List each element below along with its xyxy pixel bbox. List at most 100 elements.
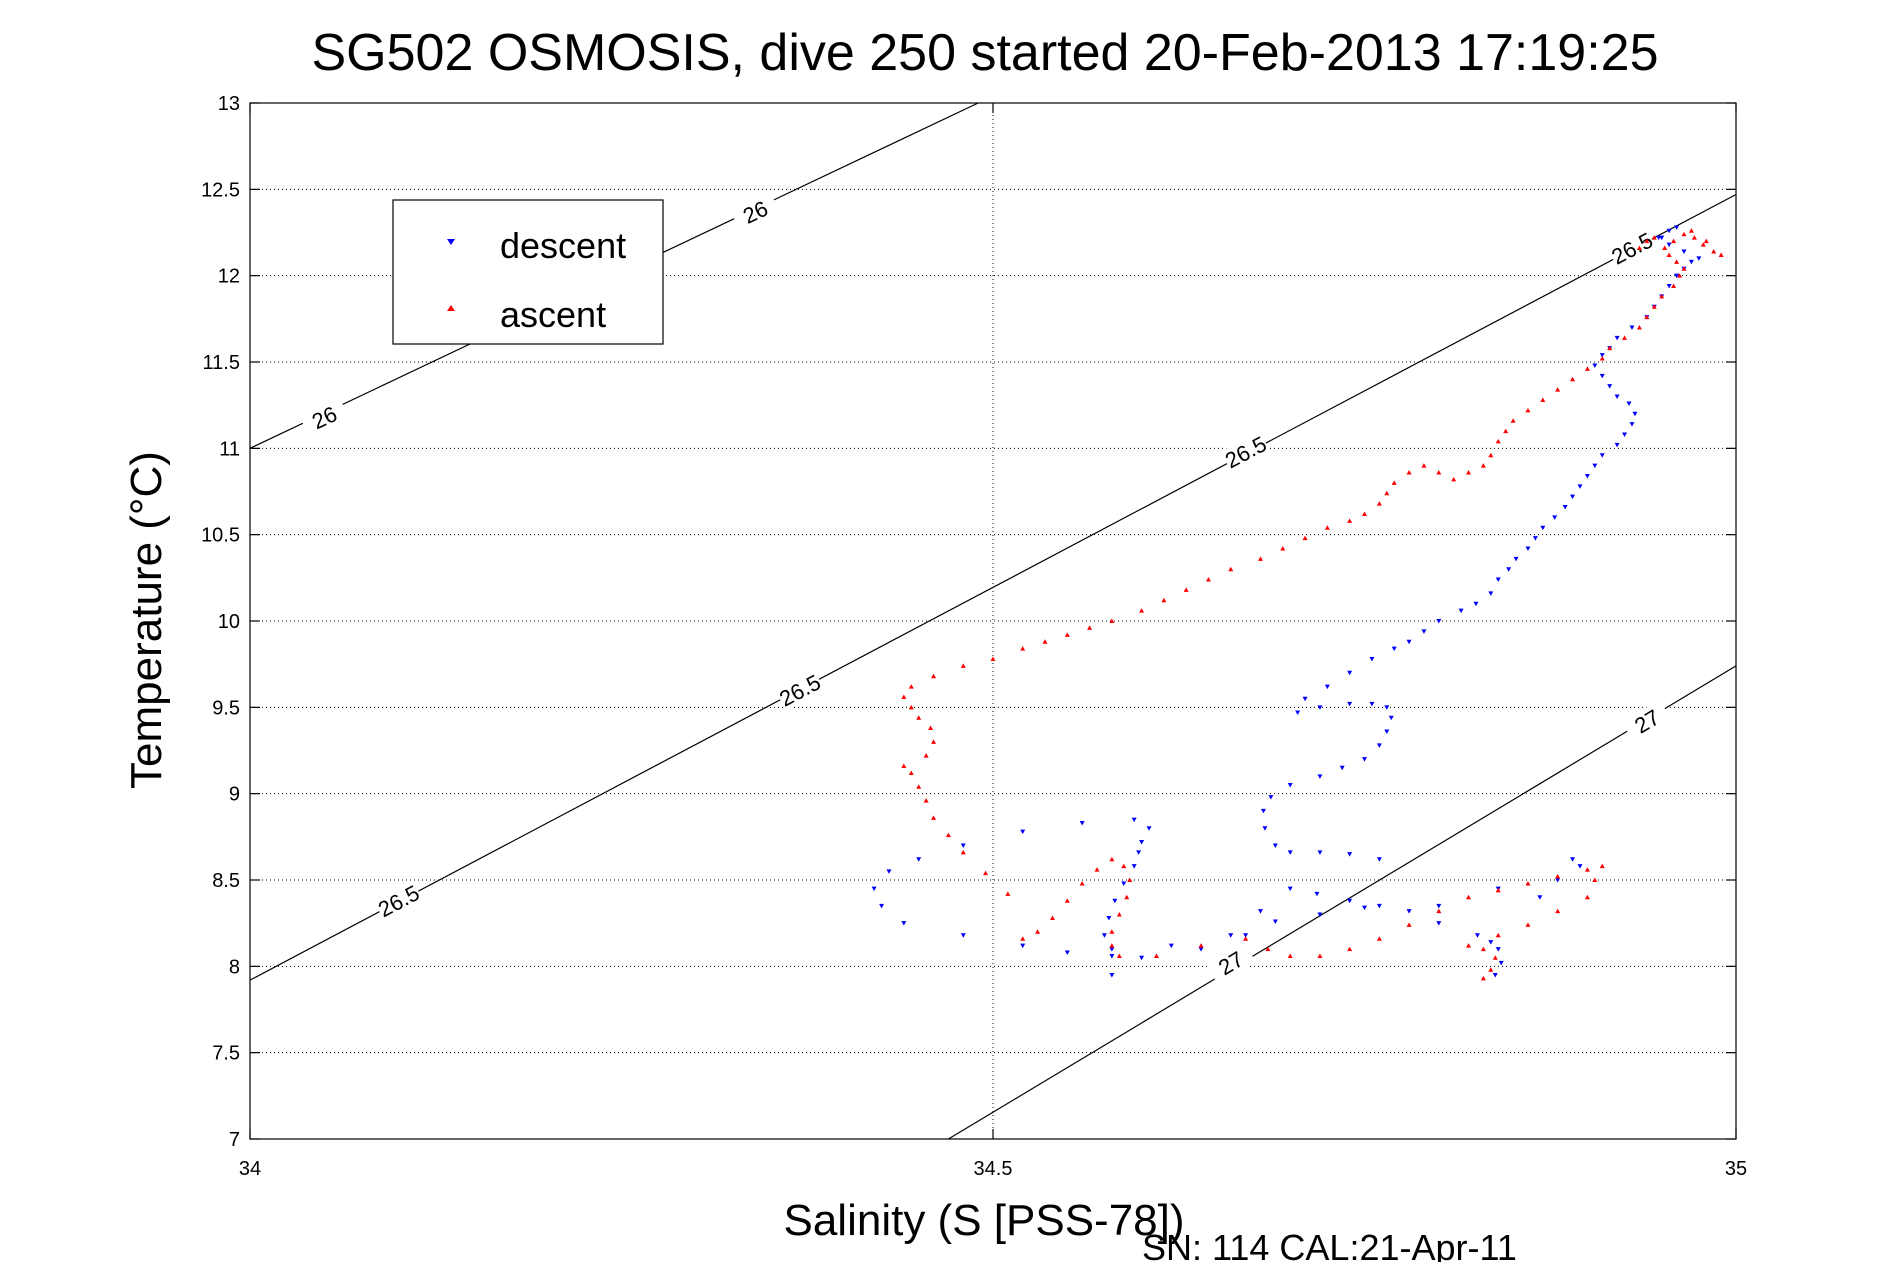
descent-point	[1506, 567, 1512, 572]
ascent-point	[1555, 908, 1561, 914]
descent-point	[1666, 228, 1672, 234]
ascent-point	[1700, 242, 1706, 247]
descent-point	[1488, 940, 1494, 945]
ascent-point	[1347, 946, 1353, 952]
descent-point	[1674, 273, 1680, 279]
chart-title: SG502 OSMOSIS, dive 250 started 20-Feb-2…	[311, 24, 1658, 82]
y-tick-label: 12.5	[201, 179, 240, 201]
ascent-point	[1659, 293, 1665, 299]
descent-point	[1339, 765, 1345, 771]
ascent-point	[1599, 863, 1605, 869]
ascent-point	[1324, 525, 1330, 530]
isopycnal-label-bg	[1606, 227, 1658, 269]
descent-point	[1020, 943, 1026, 949]
ascent-point	[1257, 556, 1263, 561]
descent-point	[1421, 629, 1427, 634]
ascent-point	[1124, 894, 1130, 900]
descent-point	[879, 903, 885, 909]
y-tick-label: 10.5	[201, 525, 240, 547]
ascent-point	[1049, 915, 1055, 920]
descent-point	[1109, 972, 1115, 978]
ascent-point	[1480, 463, 1486, 468]
ascent-point	[1636, 324, 1642, 330]
descent-point	[1555, 878, 1561, 883]
ascent-point	[1671, 238, 1677, 244]
ascent-point	[1555, 387, 1561, 392]
ascent-point	[1525, 407, 1531, 413]
descent-point	[1622, 432, 1628, 438]
ascent-point	[1265, 946, 1271, 952]
ascent-point	[1384, 490, 1390, 496]
ascent-point	[1109, 943, 1115, 948]
descent-point	[1384, 705, 1390, 710]
descent-point	[1314, 891, 1320, 897]
descent-point	[1488, 591, 1494, 596]
ascent-point	[1495, 932, 1501, 938]
descent-point	[1632, 411, 1638, 417]
descent-point	[901, 921, 907, 926]
descent-point	[1388, 715, 1394, 721]
ascent-point	[1064, 632, 1070, 637]
ascent-point	[916, 784, 922, 789]
ascent-point	[1116, 912, 1122, 917]
ascent-point	[1651, 235, 1657, 240]
ascent-point	[1677, 273, 1683, 278]
axis-ticks: 34 34.5 35 7 7.5 8 8.5 9 9.5 10 10.5 11 11.5 12 12.5 13	[201, 93, 1747, 1180]
descent-point	[1607, 384, 1613, 389]
descent-point	[1198, 947, 1204, 952]
descent-point	[1101, 933, 1107, 938]
descent-point	[1681, 249, 1687, 254]
ascent-point	[923, 798, 929, 803]
ascent-point	[1287, 953, 1293, 958]
descent-point	[1614, 442, 1620, 448]
ascent-point	[1376, 936, 1382, 941]
descent-point	[1168, 943, 1174, 949]
ascent-point	[1681, 266, 1687, 271]
descent-point	[1079, 821, 1085, 826]
descent-point	[1257, 909, 1263, 914]
y-tick-label: 9	[229, 784, 240, 806]
ascent-point	[1362, 511, 1367, 516]
ascent-point	[1488, 967, 1494, 972]
ascent-point	[908, 770, 914, 775]
ascent-point	[1525, 880, 1531, 886]
ascent-point	[1005, 891, 1011, 896]
ascent-point	[1510, 418, 1516, 423]
descent-point	[1272, 843, 1278, 848]
descent-point	[1376, 903, 1382, 909]
legend-box	[392, 199, 664, 345]
descent-point	[960, 933, 966, 938]
y-tick-label: 7.5	[212, 1043, 240, 1065]
isopycnal-label-bg	[1220, 430, 1271, 473]
descent-point	[1064, 950, 1070, 956]
ascent-point	[1622, 335, 1628, 340]
descent-point	[1317, 850, 1323, 855]
descent-point	[1540, 525, 1546, 531]
ascent-point	[1205, 577, 1211, 582]
descent-point	[1629, 325, 1635, 330]
ascent-point	[1139, 608, 1145, 613]
ascent-point	[1711, 248, 1717, 254]
y-axis-label: Temperature (°C)	[122, 451, 171, 789]
x-tick-label: 34.5	[974, 1158, 1013, 1180]
descent-point	[1347, 898, 1353, 904]
ascent-point	[1436, 908, 1442, 914]
y-tick-label: 10	[218, 611, 240, 633]
ascent-point	[1718, 252, 1724, 257]
ascent-point	[1094, 867, 1100, 872]
descent-point	[1139, 840, 1145, 845]
descent-point	[1109, 947, 1115, 952]
ascent-point	[1347, 518, 1353, 523]
descent-point	[1495, 577, 1501, 583]
descent-point	[1139, 955, 1145, 961]
descent-point	[1436, 903, 1442, 909]
descent-point	[1020, 829, 1026, 835]
descent-point	[1391, 646, 1397, 652]
ascent-point	[1662, 245, 1668, 251]
descent-point	[1626, 401, 1632, 406]
ascent-point	[1488, 452, 1494, 458]
descent-point	[1136, 850, 1142, 855]
ascent-point	[908, 704, 914, 710]
ascent-point	[1161, 597, 1167, 603]
